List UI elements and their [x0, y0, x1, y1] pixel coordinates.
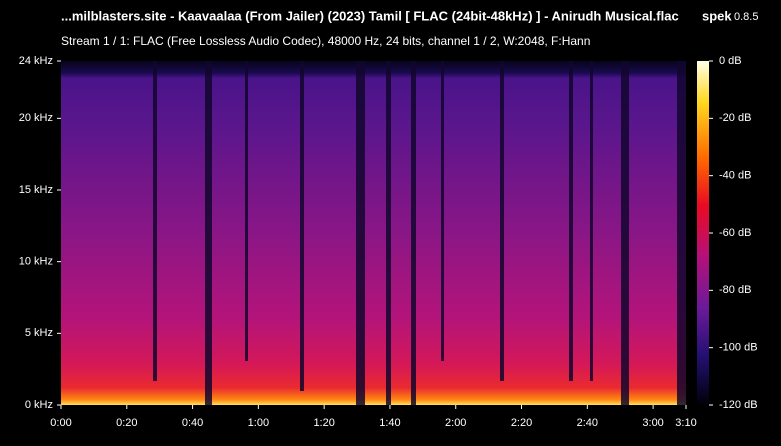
x-tick-label: 0:00: [50, 417, 71, 429]
colorbar-tick-label: -80 dB: [719, 284, 751, 296]
colorbar: [697, 61, 709, 405]
colorbar-tick-label: -40 dB: [719, 170, 751, 182]
colorbar-tick-label: 0 dB: [719, 55, 742, 67]
colorbar-tick-label: -20 dB: [719, 112, 751, 124]
spectrogram: [61, 61, 686, 405]
app-name: spek: [702, 8, 732, 23]
colorbar-tick-label: -60 dB: [719, 227, 751, 239]
app-version: 0.8.5: [734, 11, 758, 23]
y-tick-label: 10 kHz: [19, 256, 53, 268]
y-tick-label: 0 kHz: [25, 399, 53, 411]
x-tick-label: 0:20: [116, 417, 137, 429]
y-tick-label: 5 kHz: [25, 327, 53, 339]
x-tick-label: 0:40: [182, 417, 203, 429]
quiet-stripes: [153, 61, 686, 405]
x-tick-label: 2:40: [577, 417, 598, 429]
x-tick-label: 3:00: [642, 417, 663, 429]
x-tick-label: 2:00: [445, 417, 466, 429]
colorbar-tick-label: -120 dB: [719, 399, 758, 411]
y-tick-label: 15 kHz: [19, 184, 53, 196]
x-tick-label: 1:20: [313, 417, 334, 429]
file-title: ...milblasters.site - Kaavaalaa (From Ja…: [61, 8, 679, 23]
colorbar-tick-label: -100 dB: [719, 342, 758, 354]
x-tick-label: 2:20: [511, 417, 532, 429]
x-tick-label: 3:10: [675, 417, 696, 429]
spectrogram-image: [61, 61, 686, 405]
x-tick-label: 1:00: [248, 417, 269, 429]
y-tick-label: 20 kHz: [19, 112, 53, 124]
y-tick-label: 24 kHz: [19, 55, 53, 67]
x-tick-label: 1:40: [379, 417, 400, 429]
stream-info: Stream 1 / 1: FLAC (Free Lossless Audio …: [61, 34, 590, 48]
